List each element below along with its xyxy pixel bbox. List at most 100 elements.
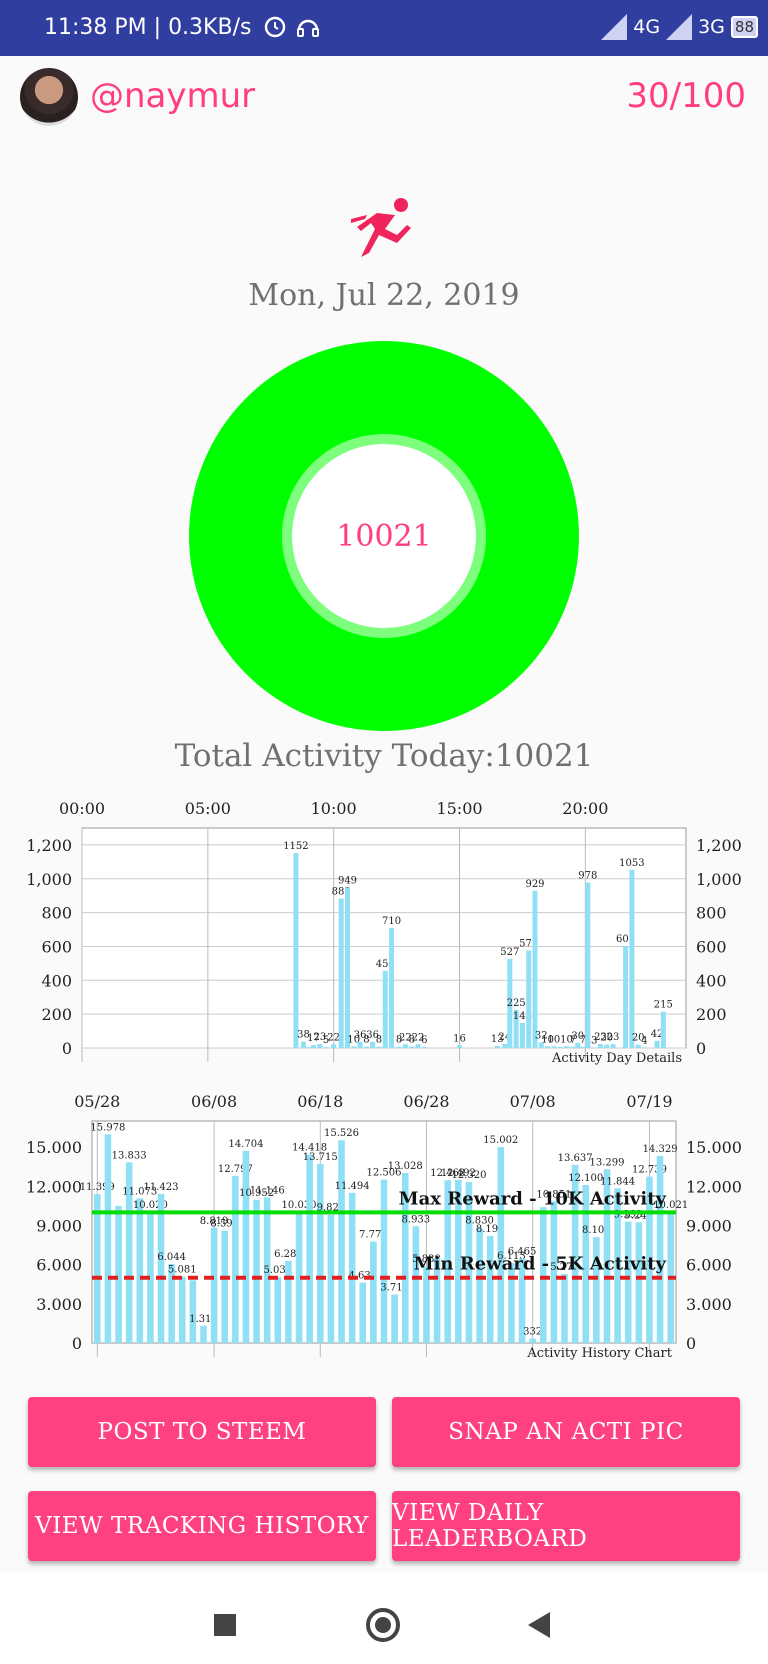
- x-tick-label: 06/28: [403, 1092, 449, 1111]
- bar: [494, 1045, 500, 1048]
- bar: [402, 1044, 408, 1048]
- chart-caption: Activity Day Details: [551, 1051, 682, 1066]
- bar-label: 11.844: [600, 1176, 635, 1187]
- bar: [539, 1207, 547, 1343]
- bar-label: 710: [382, 916, 401, 927]
- bar-label: 5.888: [412, 1254, 441, 1265]
- bar-label: 12.320: [451, 1170, 486, 1181]
- y-tick-label-right: 1,200: [696, 836, 742, 855]
- ring-value: 10021: [336, 518, 432, 554]
- bar-label: 8.108: [582, 1225, 611, 1236]
- bar: [635, 1044, 641, 1048]
- bar: [507, 958, 513, 1048]
- post-to-steem-button[interactable]: POST TO STEEM: [28, 1397, 376, 1467]
- bar: [561, 1274, 568, 1343]
- bar-label: 13.028: [388, 1161, 423, 1172]
- bar: [624, 1221, 632, 1343]
- bar: [376, 1046, 382, 1048]
- bar-label: 8: [376, 1035, 382, 1046]
- bar: [623, 946, 629, 1048]
- avatar[interactable]: [20, 68, 78, 126]
- bar-label: 1152: [283, 841, 308, 852]
- day-chart: 0 0 200 200 400 400 600 600 800 800 1,000 1,000 1,20…: [0, 790, 768, 1070]
- bar: [421, 1046, 427, 1048]
- bar: [396, 1046, 402, 1048]
- bar-label: 15.978: [90, 1122, 125, 1133]
- bar: [597, 1044, 603, 1048]
- signal-icon-2: [666, 14, 693, 40]
- bar: [457, 1045, 462, 1048]
- bar: [157, 1193, 165, 1343]
- back-icon[interactable]: [528, 1612, 550, 1638]
- bar-label: 8.933: [402, 1214, 431, 1225]
- y-tick-label-left: 1,200: [26, 836, 72, 855]
- bar: [311, 1045, 317, 1048]
- bar: [391, 1294, 398, 1343]
- bar: [585, 882, 591, 1048]
- bar-label: 148: [513, 1011, 532, 1022]
- snap-pic-button[interactable]: SNAP AN ACTI PIC: [392, 1397, 740, 1467]
- bar: [331, 1044, 337, 1048]
- bar-label: 22: [399, 1032, 412, 1043]
- y-tick-label-right: 0: [696, 1039, 706, 1058]
- bar: [348, 1192, 356, 1343]
- y-tick-label-left: 3.000: [36, 1295, 82, 1314]
- bar-label: 4: [641, 1035, 647, 1046]
- bar: [293, 853, 299, 1048]
- y-tick-label-right: 200: [696, 1005, 727, 1024]
- bar: [641, 1047, 647, 1048]
- bar: [285, 1260, 292, 1343]
- bar: [136, 1198, 144, 1343]
- bar-label: 7: [580, 1035, 586, 1046]
- bar: [563, 1046, 569, 1048]
- chart-caption: Activity History Chart: [526, 1346, 672, 1361]
- bar-label: 5.278: [550, 1262, 579, 1273]
- history-chart: 0 0 3.000 3.000 6.000 6.000 9.000 9.000 12.000 12…: [0, 1085, 768, 1367]
- bar-label: 22: [412, 1032, 425, 1043]
- total-activity-label: Total Activity Today:10021: [174, 738, 594, 774]
- day-chart-svg: 0 0 200 200 400 400 600 600 800 800 1,000 1,000 1,20…: [26, 799, 742, 1066]
- y-tick-label-left: 0: [62, 1039, 72, 1058]
- bar: [351, 1046, 357, 1048]
- bar-label: 10.952: [239, 1188, 274, 1199]
- recents-icon[interactable]: [214, 1614, 236, 1636]
- bar-label: 332: [523, 1327, 542, 1338]
- y-tick-label-left: 600: [41, 937, 72, 956]
- bar: [253, 1199, 260, 1343]
- bar: [370, 1241, 377, 1343]
- x-tick-label: 06/08: [191, 1092, 237, 1111]
- bar-label: 883: [332, 887, 351, 898]
- y-tick-label-left: 400: [41, 971, 72, 990]
- bar: [551, 1046, 557, 1048]
- bar: [545, 1046, 551, 1048]
- bar-label: 24: [498, 1032, 511, 1043]
- bar-label: 36: [366, 1030, 379, 1041]
- bar: [654, 1040, 660, 1048]
- bar-label: 12.506: [367, 1168, 402, 1179]
- bar: [380, 1179, 388, 1343]
- bar-label: 6.113: [497, 1251, 526, 1262]
- y-tick-label-left: 1,000: [26, 870, 72, 889]
- home-icon[interactable]: [366, 1608, 400, 1642]
- y-tick-label-right: 15.000: [686, 1138, 742, 1157]
- battery-icon: 88: [730, 16, 758, 38]
- bar-label: 16: [453, 1033, 466, 1044]
- bar: [232, 1175, 239, 1343]
- leaderboard-button[interactable]: VIEW DAILY LEADERBOARD: [392, 1491, 740, 1561]
- y-tick-label-right: 400: [696, 971, 727, 990]
- bar-label: 6: [421, 1035, 427, 1046]
- bar-label: 8.819: [200, 1216, 229, 1227]
- bar: [532, 890, 538, 1048]
- history-chart-svg: 0 0 3.000 3.000 6.000 6.000 9.000 9.000 12.000 12…: [26, 1092, 742, 1361]
- bar-label: 8.197: [476, 1224, 505, 1235]
- username[interactable]: @naymur: [90, 76, 256, 116]
- bar-label: 42: [651, 1029, 664, 1040]
- view-history-button[interactable]: VIEW TRACKING HISTORY: [28, 1491, 376, 1561]
- bar: [189, 1280, 197, 1343]
- bar: [508, 1263, 515, 1343]
- signal-icon: [601, 14, 628, 40]
- y-tick-label-right: 800: [696, 904, 727, 923]
- bar: [178, 1276, 186, 1343]
- bar-label: 9.293: [614, 1210, 643, 1221]
- bar: [502, 1043, 508, 1048]
